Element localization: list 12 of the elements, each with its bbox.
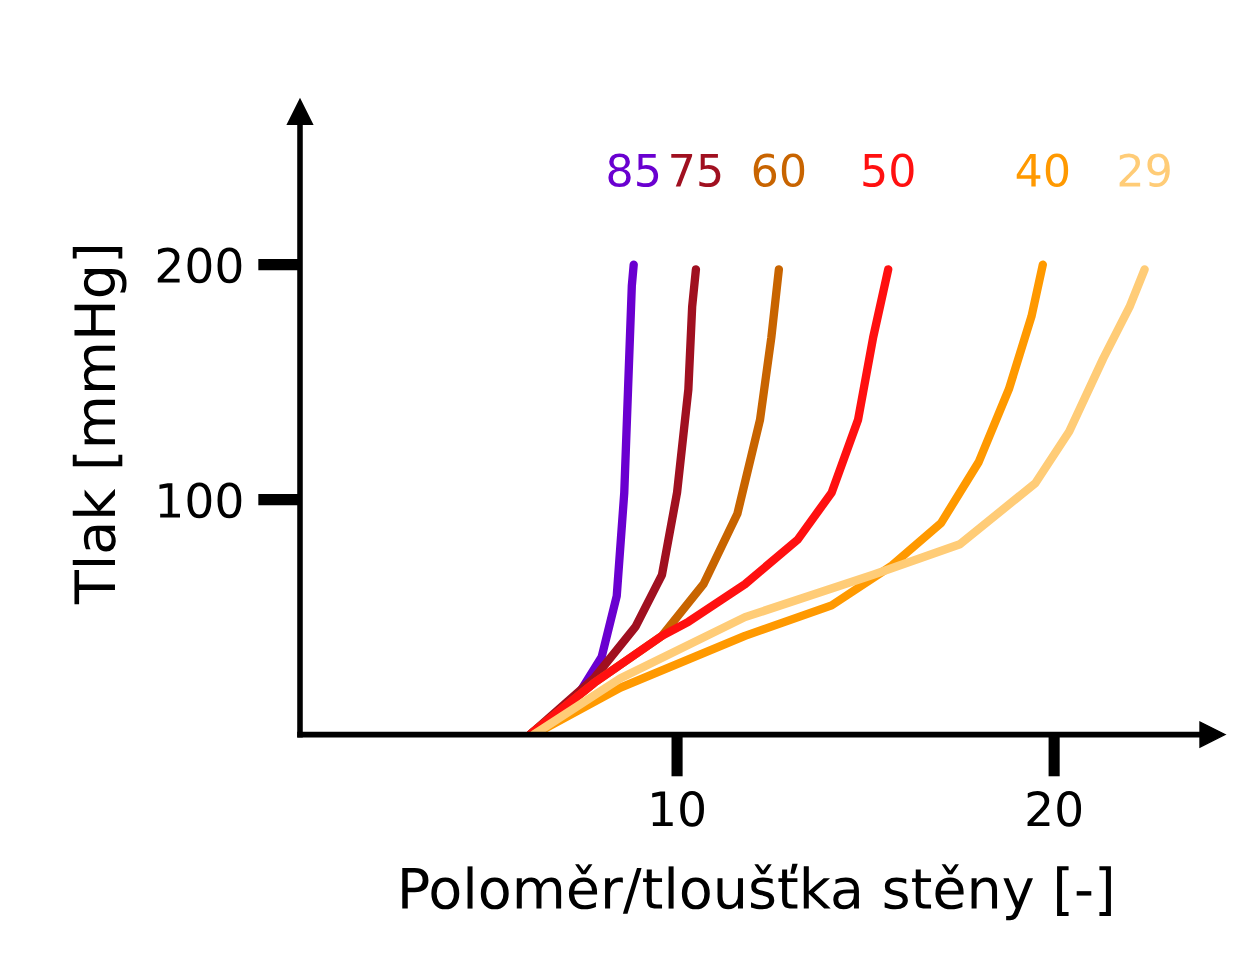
series-label: 60 xyxy=(753,153,805,188)
y-tick-label: 100 xyxy=(159,482,242,519)
series-label: 75 xyxy=(671,154,721,188)
y-axis-title: Tlak [mmHg] xyxy=(72,247,127,605)
series-label: 85 xyxy=(608,153,659,188)
x-tick-label: 10 xyxy=(652,791,704,827)
series-label: 40 xyxy=(1016,153,1069,188)
series-label: 50 xyxy=(863,153,914,188)
series-label: 29 xyxy=(1119,153,1170,188)
x-tick-label: 20 xyxy=(1027,791,1082,827)
x-axis-title: Poloměr/tloušťka stěny [-] xyxy=(402,863,1111,921)
y-tick-label: 200 xyxy=(157,247,242,284)
